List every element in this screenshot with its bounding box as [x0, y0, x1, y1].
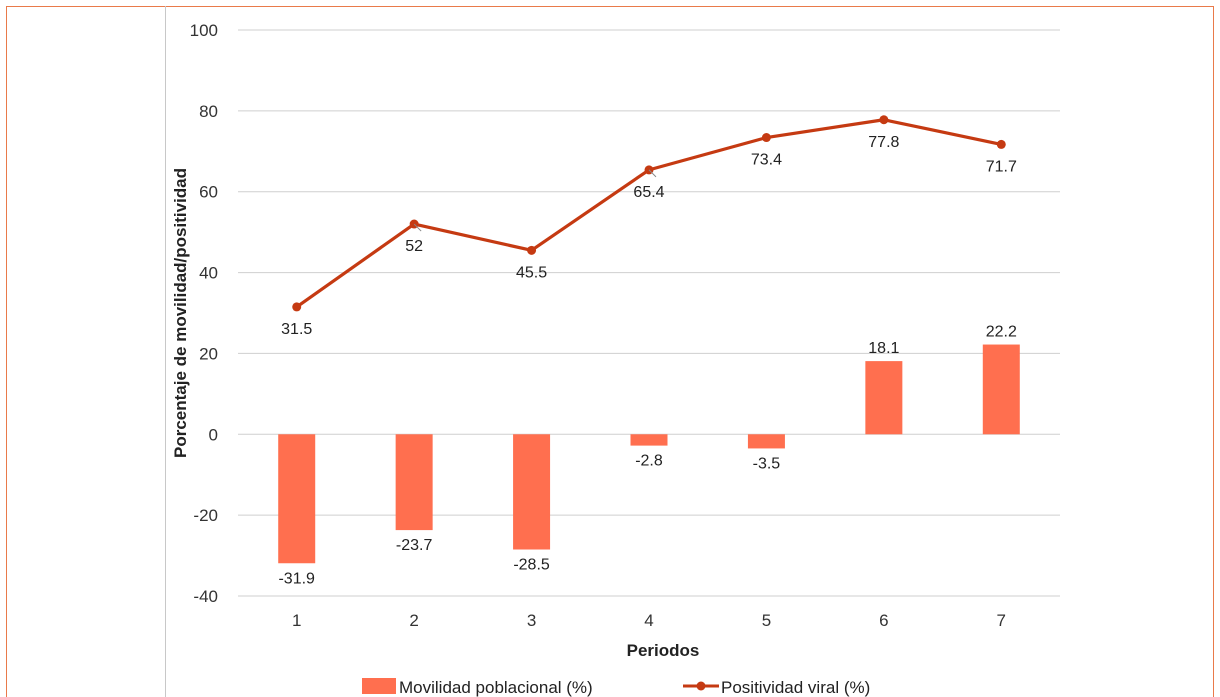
x-axis-title: Periodos: [627, 641, 700, 660]
y-axis-ticks: -40 -20 0 20 40 60 80 100: [190, 21, 218, 606]
left-divider-line: [165, 6, 166, 697]
y-axis-title: Porcentaje de movilidad/positividad: [171, 168, 190, 458]
x-tick-label: 3: [527, 611, 536, 630]
bar: [630, 434, 668, 446]
bar-data-label: 18.1: [868, 340, 899, 357]
bar-data-label: -3.5: [753, 455, 781, 472]
bar-data-label: -28.5: [513, 557, 550, 574]
legend-swatch-movilidad: [362, 678, 396, 694]
x-tick-label: 7: [997, 611, 1006, 630]
legend-label-movilidad: Movilidad poblacional (%): [399, 678, 593, 697]
bar-data-label: 22.2: [986, 324, 1017, 341]
bar: [513, 434, 551, 550]
legend-label-positividad: Positividad viral (%): [721, 678, 870, 697]
y-tick-label: 80: [199, 102, 218, 121]
x-axis-ticks: 1 2 3 4 5 6 7: [292, 611, 1006, 630]
bar: [278, 434, 316, 564]
gridlines: [238, 29, 1060, 597]
legend: Movilidad poblacional (%) Positividad vi…: [362, 678, 870, 697]
bar-series-movilidad: [278, 344, 1020, 564]
legend-marker-positividad: [696, 681, 706, 691]
line-point: [761, 133, 771, 143]
line-point: [292, 302, 302, 312]
label-leader-line: [648, 169, 657, 178]
x-tick-label: 2: [409, 611, 418, 630]
line-data-label: 73.4: [751, 152, 782, 169]
label-leader-line: [413, 223, 422, 232]
x-tick-label: 1: [292, 611, 301, 630]
y-tick-label: 40: [199, 264, 218, 283]
line-point: [996, 139, 1006, 149]
line-data-label: 45.5: [516, 264, 547, 281]
bar: [982, 344, 1020, 435]
line-point: [527, 245, 537, 255]
y-tick-label: 20: [199, 344, 218, 363]
line-data-label: 77.8: [868, 134, 899, 151]
line-data-label: 31.5: [281, 321, 312, 338]
chart-frame: [6, 6, 1214, 697]
data-labels: -31.9 -23.7 -28.5 -2.8 -3.5 18.1 22.2 31.5 52 45.…: [278, 134, 1016, 588]
bar-data-label: -23.7: [396, 537, 433, 554]
x-tick-label: 6: [879, 611, 888, 630]
bar-data-label: -2.8: [635, 453, 663, 470]
y-tick-label: -20: [193, 506, 218, 525]
line-data-label: 52: [405, 238, 423, 255]
bar: [395, 434, 433, 531]
y-tick-label: 100: [190, 21, 218, 40]
y-tick-label: 60: [199, 183, 218, 202]
x-tick-label: 4: [644, 611, 653, 630]
line-data-label: 65.4: [633, 184, 664, 201]
line-point: [879, 115, 889, 125]
x-tick-label: 5: [762, 611, 771, 630]
line-data-label: 71.7: [986, 158, 1017, 175]
y-tick-label: -40: [193, 587, 218, 606]
bar: [747, 434, 785, 449]
bar: [865, 361, 903, 435]
bar-data-label: -31.9: [278, 570, 315, 587]
y-tick-label: 0: [209, 425, 218, 444]
